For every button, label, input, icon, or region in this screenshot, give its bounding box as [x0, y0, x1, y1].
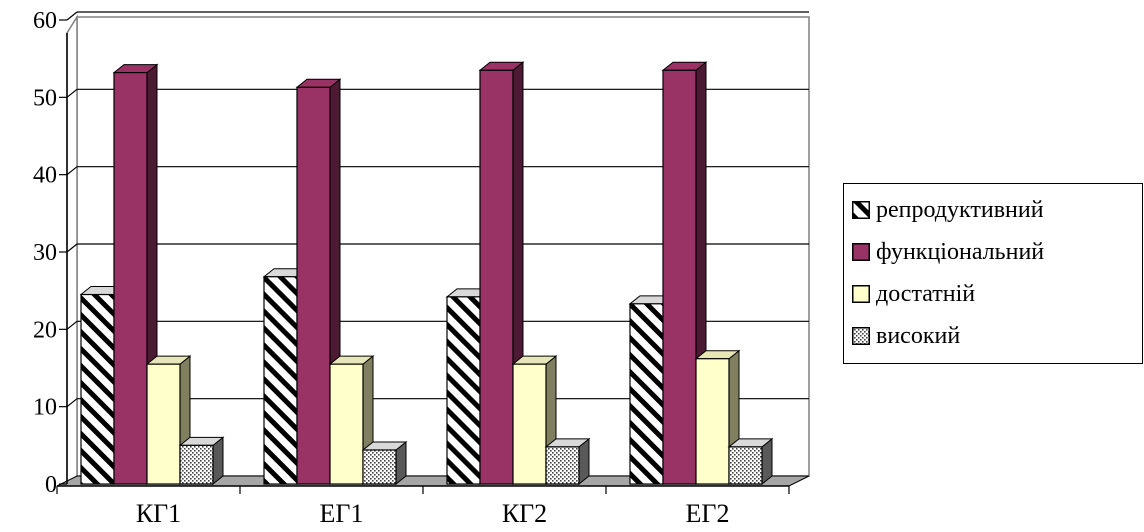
y-tick-label: 60 [33, 8, 57, 34]
y-tick-label: 10 [33, 395, 57, 421]
y-tick-label: 20 [33, 317, 57, 343]
x-tick-label: КГ1 [136, 499, 181, 528]
bars [79, 61, 774, 486]
x-tick-label: КГ2 [502, 499, 547, 528]
bar [446, 296, 481, 485]
bar [512, 363, 547, 485]
legend-item-sufficient: достатній [852, 276, 975, 312]
legend-swatch-reproductive [852, 201, 870, 219]
bar [146, 363, 181, 485]
legend-label-high: високий [876, 322, 961, 349]
bar [695, 358, 730, 485]
y-tick-label: 30 [33, 240, 57, 266]
y-tick-label: 50 [33, 85, 57, 111]
gridline-side [66, 320, 78, 330]
gridline-side [66, 398, 78, 408]
bar [80, 293, 115, 485]
legend-label-sufficient: достатній [876, 280, 976, 307]
bar [629, 303, 664, 485]
gridline-side [66, 11, 78, 21]
x-tick-label: ЕГ2 [686, 499, 730, 528]
legend: репродуктивний функціональний достатній … [843, 183, 1143, 364]
bar [263, 276, 298, 485]
bar [362, 449, 397, 485]
bar [113, 71, 148, 485]
gridline-side [66, 243, 78, 253]
legend-label-reproductive: репродуктивний [876, 196, 1044, 223]
legend-swatch-functional [852, 243, 870, 261]
legend-swatch-high [852, 327, 870, 345]
bar [296, 86, 331, 485]
gridline-side [66, 166, 78, 176]
bar [728, 446, 763, 485]
y-tick-label: 40 [33, 163, 57, 189]
bar [179, 444, 214, 485]
legend-item-high: високий [852, 318, 960, 354]
legend-item-reproductive: репродуктивний [852, 192, 1044, 228]
bar [662, 69, 697, 485]
x-axis: КГ1 ЕГ1 КГ2 ЕГ2 [56, 485, 790, 528]
y-axis: 0 10 20 30 40 50 60 [33, 8, 68, 498]
bar [479, 69, 514, 485]
gridline-side [66, 88, 78, 98]
legend-swatch-sufficient [852, 285, 870, 303]
bar [545, 446, 580, 485]
legend-item-functional: функціональний [852, 234, 1044, 270]
x-tick-label: ЕГ1 [320, 499, 364, 528]
legend-label-functional: функціональний [876, 238, 1045, 265]
y-tick-label: 0 [45, 472, 57, 498]
bar [329, 363, 364, 485]
